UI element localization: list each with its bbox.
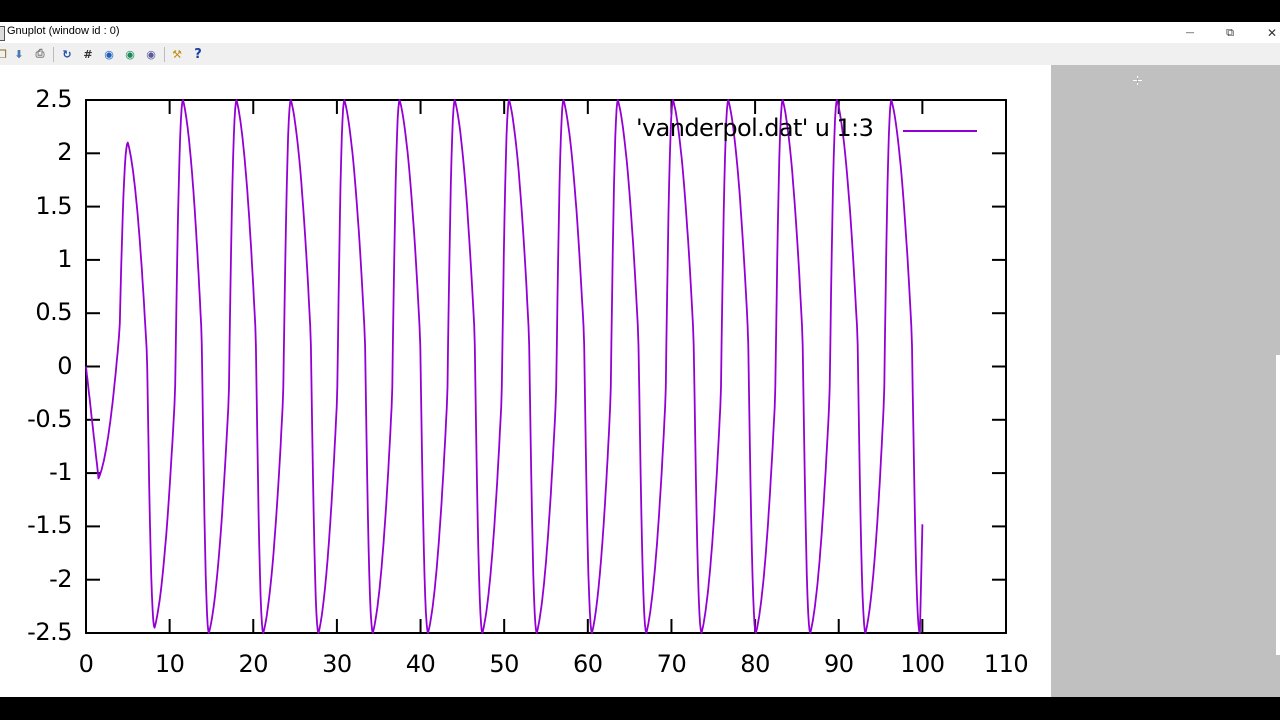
x-tick-label: 60 [573, 650, 603, 678]
y-tick-label: 0.5 [35, 298, 72, 327]
window-title: Gnuplot (window id : 0) [7, 25, 120, 37]
help-button[interactable]: ? [190, 46, 206, 62]
save-button[interactable]: ⬇ [11, 46, 27, 62]
close-icon: ✕ [1266, 25, 1278, 40]
copy-clipboard-button[interactable]: ❐ [0, 46, 10, 62]
y-tick-label: 1.5 [35, 191, 72, 220]
restore-button[interactable]: ⧉ [1210, 22, 1250, 43]
y-tick-label: -0.5 [27, 404, 72, 433]
zoom-next-button[interactable]: ◉ [122, 46, 138, 62]
y-tick-label: 2.5 [35, 85, 72, 113]
x-tick-label: 40 [405, 650, 436, 678]
autoscale-button[interactable]: ◉ [143, 46, 159, 62]
gnuplot-app-icon [0, 26, 5, 41]
y-tick-label: -1.5 [27, 511, 72, 540]
x-tick-label: 80 [740, 650, 770, 678]
refresh-icon: ↻ [62, 47, 72, 61]
clipboard-icon: ❐ [0, 47, 7, 61]
close-button[interactable]: ✕ [1252, 22, 1280, 43]
minimize-icon: — [1185, 27, 1195, 38]
y-tick-label: 1 [57, 244, 72, 273]
grid-icon: # [83, 47, 93, 61]
screen-top-bar [0, 0, 1280, 22]
toolbar-separator [164, 47, 165, 62]
adjacent-window-edge [1276, 355, 1280, 655]
options-button[interactable]: ⚒ [169, 46, 185, 62]
x-tick-label: 110 [983, 650, 1029, 678]
print-button[interactable]: ⎙ [32, 46, 48, 62]
legend-label: 'vanderpol.dat' u 1:3 [636, 114, 874, 142]
y-tick-label: 2 [57, 138, 72, 167]
x-tick-label: 0 [78, 650, 94, 678]
screen-bottom-bar [0, 697, 1280, 720]
toolbar-separator [53, 47, 54, 62]
restore-icon: ⧉ [1226, 25, 1234, 39]
zoom-previous-button[interactable]: ◉ [101, 46, 117, 62]
help-icon: ? [194, 46, 202, 62]
x-tick-label: 70 [656, 650, 687, 678]
replot-button[interactable]: ↻ [59, 46, 75, 62]
autoscale-icon: ◉ [146, 47, 156, 61]
title-bar: Gnuplot (window id : 0) — ⧉ ✕ [0, 22, 1280, 43]
wrench-icon: ⚒ [172, 47, 182, 61]
series-line [85, 99, 924, 634]
empty-window-area [1051, 65, 1280, 697]
x-tick-label: 20 [238, 650, 269, 678]
save-icon: ⬇ [14, 47, 24, 61]
mouse-crosshair-icon [1133, 76, 1142, 85]
x-tick-label: 10 [154, 650, 185, 678]
x-tick-label: 50 [489, 650, 519, 678]
zoom-next-icon: ◉ [125, 47, 135, 61]
x-tick-label: 90 [823, 650, 854, 678]
zoom-previous-icon: ◉ [104, 47, 114, 61]
minimize-button[interactable]: — [1170, 22, 1210, 43]
y-tick-label: -2.5 [27, 618, 72, 646]
toolbar: ❐ ⬇ ⎙ ↻ # ◉ ◉ ◉ ⚒ ? [0, 43, 1280, 65]
print-icon: ⎙ [35, 47, 45, 60]
y-tick-label: -2 [49, 564, 72, 593]
y-tick-label: 0 [57, 351, 72, 380]
x-tick-label: 100 [900, 650, 945, 678]
x-tick-label: 30 [322, 650, 352, 678]
grid-button[interactable]: # [80, 46, 96, 62]
y-tick-label: -1 [49, 458, 72, 487]
